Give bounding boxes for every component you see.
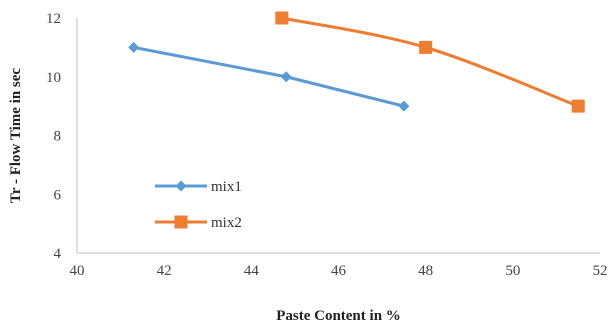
data-point-mix2	[419, 40, 433, 54]
y-tick-label: 6	[54, 187, 62, 203]
legend-swatch-marker	[175, 180, 187, 192]
series-layer	[128, 11, 585, 113]
data-point-mix2	[275, 11, 289, 25]
legend-label: mix1	[211, 179, 242, 195]
y-tick-label: 10	[46, 70, 61, 86]
y-axis-title: Tr - Flow Time in sec	[8, 68, 24, 203]
data-point-mix2	[571, 99, 585, 113]
legend-swatch-marker	[174, 215, 188, 229]
series-mix2	[275, 11, 585, 113]
axes	[76, 18, 600, 254]
x-tick-label: 40	[70, 263, 85, 279]
data-point-mix1	[280, 71, 292, 83]
x-tick-labels: 40 42 44 46 48 50 52	[70, 263, 608, 279]
y-tick-label: 12	[46, 11, 61, 27]
legend: mix1 mix2	[155, 179, 242, 231]
legend-label: mix2	[211, 215, 242, 231]
series-mix1	[128, 41, 410, 112]
series-line-mix2	[280, 16, 580, 108]
x-axis-title: Paste Content in %	[276, 308, 401, 324]
y-tick-label: 4	[54, 246, 62, 262]
x-tick-label: 46	[331, 263, 347, 279]
x-tick-label: 42	[157, 263, 172, 279]
data-point-mix1	[128, 41, 140, 53]
x-tick-label: 48	[418, 263, 433, 279]
x-tick-label: 52	[593, 263, 608, 279]
y-tick-labels: 4 6 8 10 12	[46, 11, 62, 262]
y-tick-label: 8	[54, 129, 62, 145]
series-line-mix1	[132, 45, 406, 108]
x-tick-label: 44	[244, 263, 260, 279]
legend-item-mix2: mix2	[155, 215, 242, 231]
legend-item-mix1: mix1	[155, 179, 242, 195]
x-tick-label: 50	[505, 263, 520, 279]
data-point-mix1	[398, 100, 410, 112]
